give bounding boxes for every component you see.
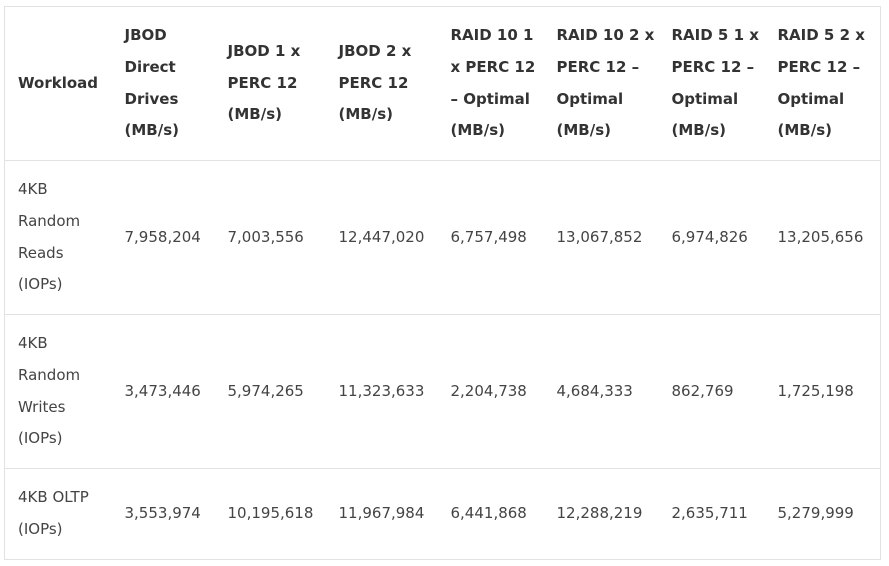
header-raid10-2-perc: RAID 10 2 x PERC 12 – Optimal (MB/s) xyxy=(543,6,659,161)
cell-value: 5,279,999 xyxy=(764,468,881,560)
cell-value: 2,635,711 xyxy=(658,468,765,560)
cell-workload: 4KB Random Writes (IOPs) xyxy=(4,314,112,469)
cell-value: 7,003,556 xyxy=(214,160,326,315)
header-raid5-2-perc: RAID 5 2 x PERC 12 – Optimal (MB/s) xyxy=(764,6,881,161)
cell-value: 1,725,198 xyxy=(764,314,881,469)
cell-value: 11,323,633 xyxy=(325,314,438,469)
cell-value: 4,684,333 xyxy=(543,314,659,469)
header-raid10-1-perc: RAID 10 1 x PERC 12 – Optimal (MB/s) xyxy=(437,6,544,161)
cell-value: 5,974,265 xyxy=(214,314,326,469)
cell-value: 7,958,204 xyxy=(111,160,215,315)
cell-workload: 4KB OLTP (IOPs) xyxy=(4,468,112,560)
performance-table-container: Workload JBOD Direct Drives (MB/s) JBOD … xyxy=(4,6,881,560)
header-raid5-1-perc: RAID 5 1 x PERC 12 – Optimal (MB/s) xyxy=(658,6,765,161)
header-jbod-direct: JBOD Direct Drives (MB/s) xyxy=(111,6,215,161)
cell-workload: 4KB Random Reads (IOPs) xyxy=(4,160,112,315)
cell-value: 12,447,020 xyxy=(325,160,438,315)
performance-table: Workload JBOD Direct Drives (MB/s) JBOD … xyxy=(4,6,881,560)
cell-value: 6,757,498 xyxy=(437,160,544,315)
header-workload: Workload xyxy=(4,6,112,161)
cell-value: 12,288,219 xyxy=(543,468,659,560)
cell-value: 862,769 xyxy=(658,314,765,469)
cell-value: 13,067,852 xyxy=(543,160,659,315)
cell-value: 10,195,618 xyxy=(214,468,326,560)
cell-value: 6,441,868 xyxy=(437,468,544,560)
header-jbod-2-perc: JBOD 2 x PERC 12 (MB/s) xyxy=(325,6,438,161)
cell-value: 13,205,656 xyxy=(764,160,881,315)
cell-value: 6,974,826 xyxy=(658,160,765,315)
table-row: 4KB Random Writes (IOPs) 3,473,446 5,974… xyxy=(4,314,881,469)
cell-value: 3,553,974 xyxy=(111,468,215,560)
table-row: 4KB Random Reads (IOPs) 7,958,204 7,003,… xyxy=(4,160,881,315)
cell-value: 3,473,446 xyxy=(111,314,215,469)
cell-value: 2,204,738 xyxy=(437,314,544,469)
table-header-row: Workload JBOD Direct Drives (MB/s) JBOD … xyxy=(4,6,881,161)
cell-value: 11,967,984 xyxy=(325,468,438,560)
header-jbod-1-perc: JBOD 1 x PERC 12 (MB/s) xyxy=(214,6,326,161)
table-row: 4KB OLTP (IOPs) 3,553,974 10,195,618 11,… xyxy=(4,468,881,560)
